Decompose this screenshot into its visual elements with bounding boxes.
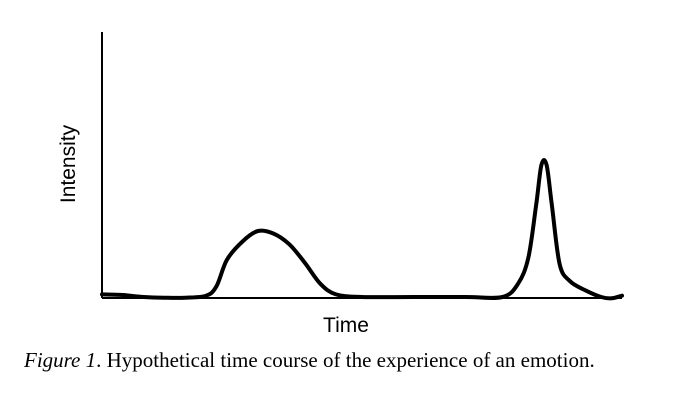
figure-caption: Figure 1. Hypothetical time course of th… — [24, 348, 664, 373]
series-line-0 — [100, 158, 624, 301]
caption-text: . Hypothetical time course of the experi… — [96, 348, 595, 372]
series-layer — [100, 158, 624, 301]
caption-lead: Figure 1 — [24, 348, 97, 372]
x-axis-label: Time — [323, 314, 369, 337]
y-axis-label: Intensity — [57, 124, 80, 203]
